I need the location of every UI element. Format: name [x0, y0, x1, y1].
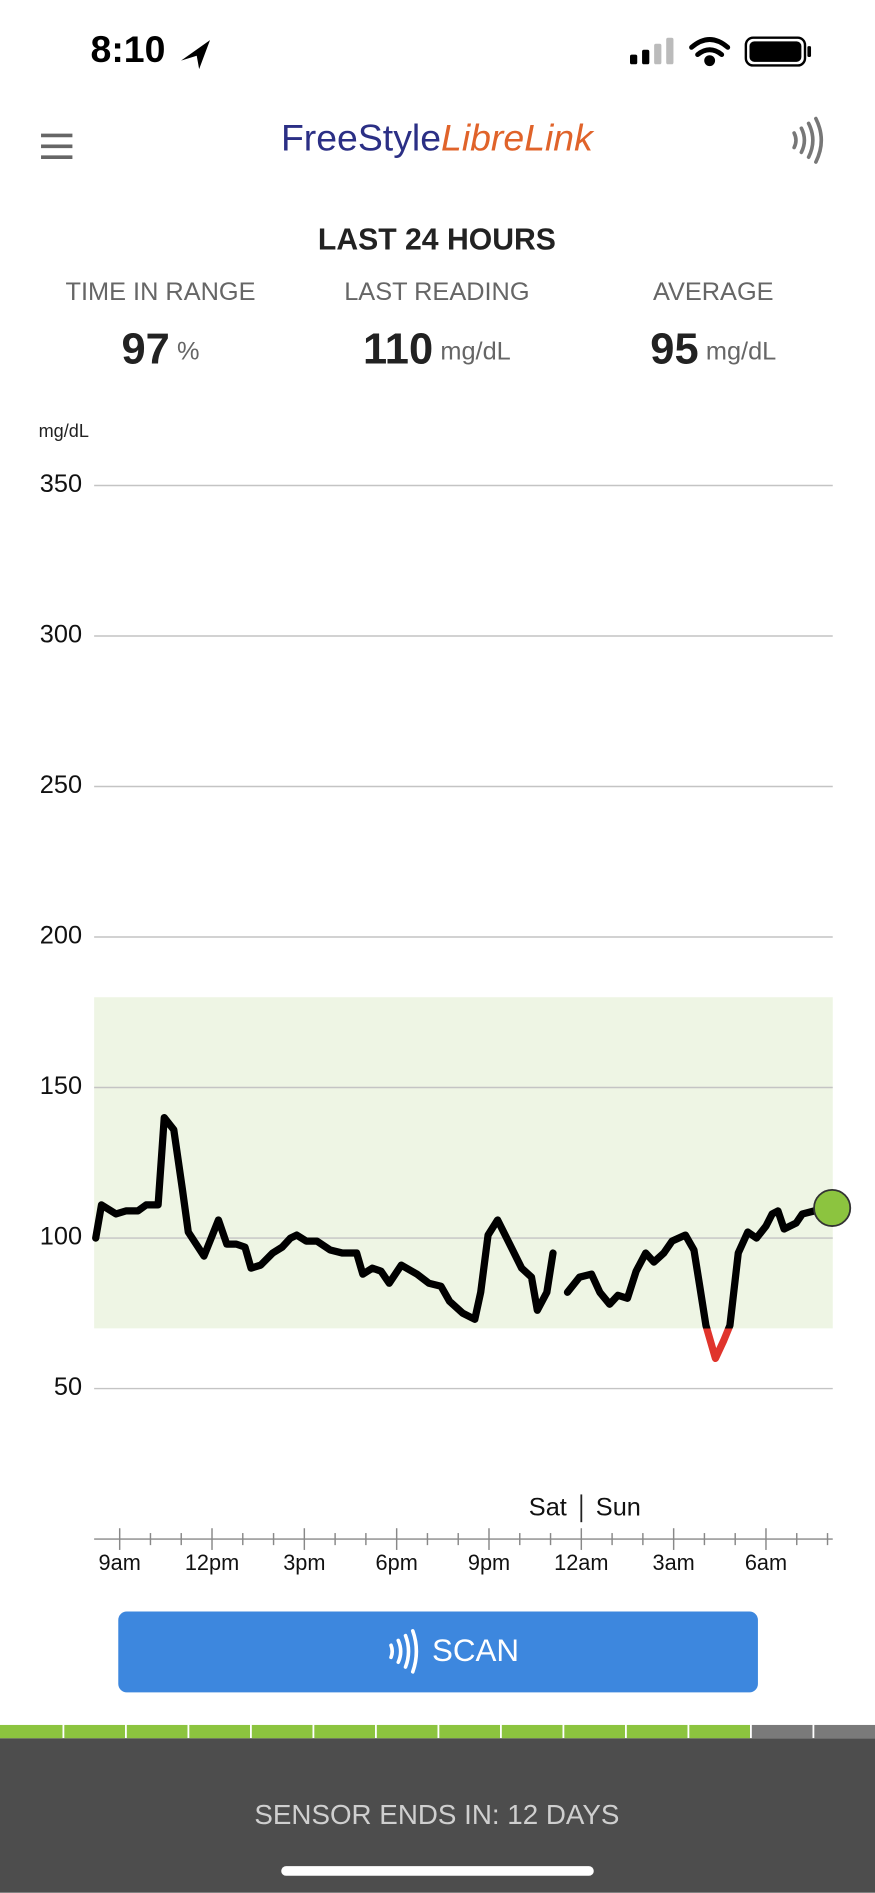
- sensor-segment: [751, 1724, 813, 1739]
- x-tick-label: 3pm: [283, 1550, 325, 1575]
- sensor-segment: [689, 1724, 750, 1739]
- sensor-segment: [314, 1724, 375, 1739]
- x-tick-label: 3am: [653, 1550, 695, 1575]
- sensor-segment: [439, 1724, 500, 1739]
- stat-label: AVERAGE: [653, 278, 774, 306]
- sensor-segment: [189, 1724, 250, 1739]
- stat-number: 110: [363, 326, 433, 374]
- stat-value: 95 mg/dL: [650, 326, 776, 374]
- sensor-segment: [376, 1724, 438, 1739]
- sensor-segment: [0, 1724, 63, 1739]
- signal-icon: [630, 37, 674, 65]
- sensor-segment: [564, 1724, 626, 1739]
- scan-icon-button[interactable]: [792, 116, 824, 164]
- home-indicator: [281, 1866, 594, 1876]
- summary-title: LAST 24 HOURS: [318, 224, 556, 257]
- app-logo: FreeStyleLibreLink: [281, 116, 595, 158]
- y-tick-label: 100: [40, 1223, 82, 1251]
- scan-label[interactable]: SCAN: [432, 1633, 519, 1668]
- y-axis-label: mg/dL: [39, 421, 89, 441]
- menu-button[interactable]: [41, 133, 73, 159]
- stat-value: 97%: [121, 326, 199, 374]
- x-tick-label: 9pm: [468, 1550, 510, 1575]
- x-tick-label: 12am: [554, 1550, 608, 1575]
- sensor-progress: [0, 1724, 875, 1739]
- sensor-segment: [626, 1724, 688, 1739]
- sensor-segment: [814, 1724, 875, 1739]
- stat-label: TIME IN RANGE: [66, 278, 256, 306]
- sensor-message: SENSOR ENDS IN: 12 DAYS: [254, 1799, 619, 1830]
- stat-unit: %: [177, 337, 200, 365]
- logo-part: FreeStyle: [281, 116, 441, 158]
- x-tick-label: 6am: [745, 1550, 787, 1575]
- glucose-chart: mg/dL 50 100 150 200 250 300 350 9am 12pm 3pm 6pm 9p…: [39, 421, 852, 1575]
- stat-unit: mg/dL: [706, 337, 776, 365]
- x-tick-label: 9am: [99, 1550, 141, 1575]
- glucose-line: [92, 1114, 836, 1363]
- y-tick-label: 250: [40, 771, 82, 799]
- last-reading-dot: [813, 1188, 852, 1227]
- y-tick-label: 200: [40, 922, 82, 950]
- stat-label: LAST READING: [344, 278, 529, 306]
- day-label: Sun: [596, 1494, 641, 1522]
- stat-value: 110 mg/dL: [363, 326, 511, 374]
- battery-icon: [744, 36, 812, 67]
- y-tick-label: 150: [40, 1072, 82, 1100]
- x-tick-label: 12pm: [185, 1550, 239, 1575]
- scan-button[interactable]: SCAN: [118, 1611, 758, 1693]
- y-tick-label: 350: [40, 470, 82, 498]
- day-label: Sat: [529, 1494, 567, 1522]
- stat-number: 97: [121, 326, 169, 374]
- stat-number: 95: [650, 326, 698, 374]
- sensor-segment: [251, 1724, 313, 1739]
- sensor-segment: [64, 1724, 125, 1739]
- status-time: 8:10: [91, 28, 166, 70]
- target-range: [94, 997, 833, 1329]
- wifi-icon: [689, 37, 731, 67]
- location-icon: [181, 40, 210, 70]
- sensor-segment: [126, 1724, 188, 1739]
- x-tick-label: 6pm: [376, 1550, 418, 1575]
- sensor-segment: [501, 1724, 563, 1739]
- y-tick-label: 300: [40, 621, 82, 649]
- logo-part: LibreLink: [441, 116, 595, 158]
- y-tick-label: 50: [54, 1373, 82, 1401]
- stat-unit: mg/dL: [440, 337, 510, 365]
